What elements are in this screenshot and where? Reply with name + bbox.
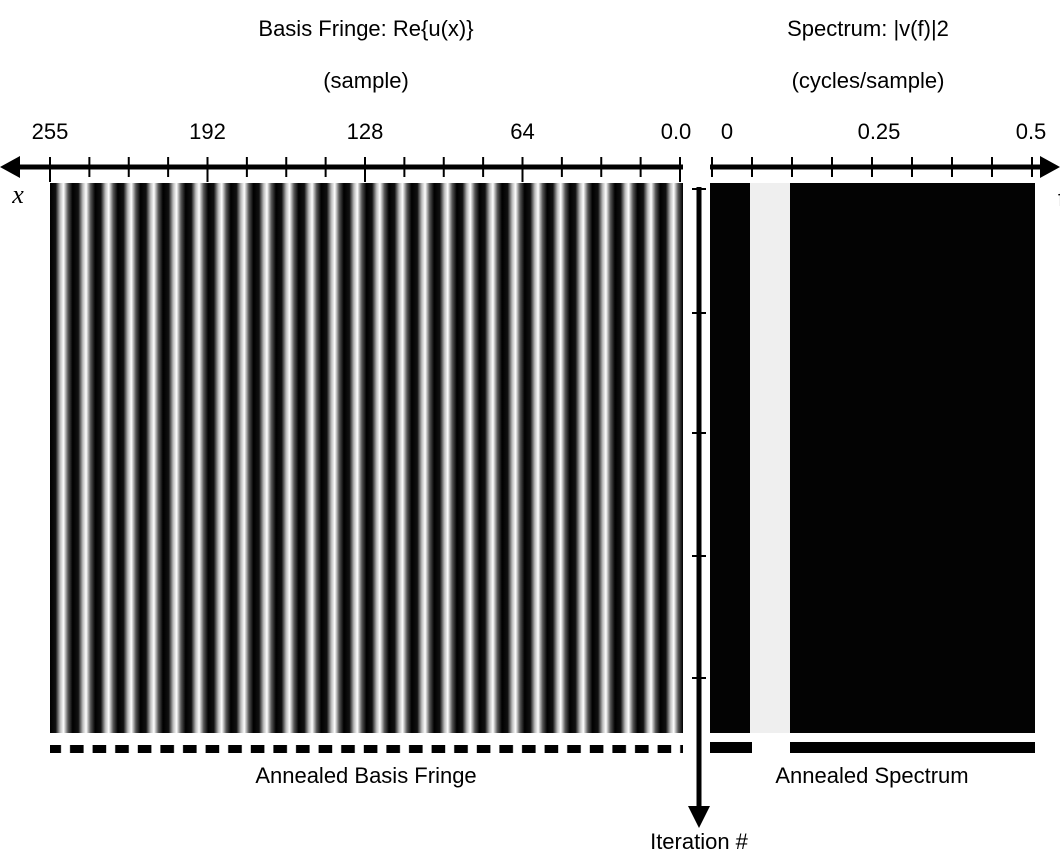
left-ticks: 255 192 128 64 0.0 [32,119,692,182]
f-arrow [1040,156,1060,178]
fringe-image [50,183,683,733]
right-ticks: 0 0.25 0.5 [711,119,1047,177]
iteration-ticks [692,188,706,679]
tick-label: 128 [347,119,384,144]
left-caption: Annealed Basis Fringe [255,763,476,788]
f-label: f [1058,186,1060,211]
x-label: x [11,180,24,209]
left-unit: (sample) [323,68,409,93]
tick-label: 0.0 [661,119,692,144]
x-arrow [0,156,20,178]
tick-label: 0 [721,119,733,144]
right-caption: Annealed Spectrum [775,763,968,788]
annealed-band [752,742,790,753]
annealed-spectrum [710,742,1035,753]
right-title: Spectrum: |v(f)|2 [787,16,949,41]
right-unit: (cycles/sample) [792,68,945,93]
tick-label: 0.25 [858,119,901,144]
tick-label: 64 [510,119,534,144]
iteration-label: Iteration # [650,829,749,854]
iteration-arrow [688,806,710,828]
left-title: Basis Fringe: Re{u(x)} [258,16,473,41]
annealed-fringe [50,745,683,753]
tick-label: 192 [189,119,226,144]
spectrum-band [750,183,790,733]
tick-label: 0.5 [1016,119,1047,144]
tick-label: 255 [32,119,69,144]
